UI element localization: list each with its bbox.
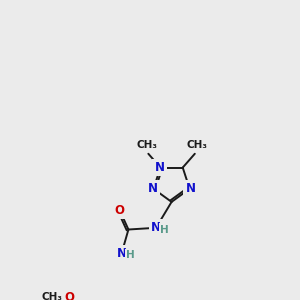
Text: CH₃: CH₃ bbox=[136, 140, 157, 150]
Text: N: N bbox=[151, 221, 161, 234]
Text: N: N bbox=[154, 161, 165, 174]
Text: N: N bbox=[116, 247, 127, 260]
Text: N: N bbox=[185, 182, 196, 195]
Text: N: N bbox=[148, 182, 158, 195]
Text: O: O bbox=[115, 204, 125, 217]
Text: H: H bbox=[126, 250, 134, 260]
Text: CH₃: CH₃ bbox=[186, 140, 207, 150]
Text: O: O bbox=[64, 291, 74, 300]
Text: CH₃: CH₃ bbox=[42, 292, 63, 300]
Text: H: H bbox=[160, 224, 169, 235]
